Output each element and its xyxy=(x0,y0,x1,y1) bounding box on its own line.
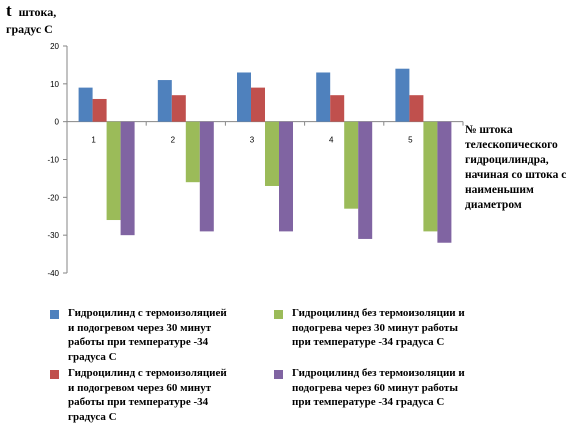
bar-series-3-cat-1 xyxy=(106,121,121,221)
bar-series-3-cat-2 xyxy=(185,121,200,183)
bar-series-4-cat-1 xyxy=(120,121,135,236)
legend-swatch-blue xyxy=(50,310,59,319)
legend-swatch-purple xyxy=(274,370,283,379)
bar-series-1-cat-5 xyxy=(395,68,410,122)
y-tick-label: -20 xyxy=(47,193,59,202)
bar-series-4-cat-4 xyxy=(358,121,373,239)
legend-swatch-red xyxy=(50,370,59,379)
y-tick-label: 0 xyxy=(55,118,60,127)
y-tick-label: -30 xyxy=(47,231,59,240)
x-axis-label: № штока телескопического гидроцилиндра, … xyxy=(465,124,567,211)
legend-swatch-green xyxy=(274,310,283,319)
y-tick-label: -40 xyxy=(47,269,59,278)
bar-series-4-cat-2 xyxy=(199,121,214,232)
x-axis-ticks: 1 2 3 4 5 xyxy=(91,121,464,145)
chart-canvas: t штока, градус С 20 10 0 -10 -20 -30 -40 1 2 3 4… xyxy=(6,1,464,278)
y-tick-label: -10 xyxy=(47,156,59,165)
legend-label-2: Гидроцилинд с термоизоляцией и подогрево… xyxy=(68,367,227,423)
bar-series-1-cat-3 xyxy=(237,72,251,122)
bar-series-2-cat-2 xyxy=(171,95,186,122)
legend-label-3: Гидроцилинд без термоизоляции и подогрев… xyxy=(292,307,465,348)
bar-series-2-cat-5 xyxy=(409,95,424,122)
bar-series-1-cat-4 xyxy=(316,72,331,122)
x-tick-label: 4 xyxy=(329,136,334,145)
bar-series-3-cat-5 xyxy=(423,121,438,232)
y-axis-label-unit: градус С xyxy=(6,22,53,36)
bar-series-1-cat-1 xyxy=(78,87,93,122)
bar-series-2-cat-1 xyxy=(92,98,107,122)
x-tick-label: 3 xyxy=(250,136,255,145)
bar-series-4-cat-3 xyxy=(279,121,293,232)
bars xyxy=(78,68,452,243)
x-tick-label: 1 xyxy=(91,136,96,145)
bar-series-1-cat-2 xyxy=(157,80,172,122)
legend-label-1: Гидроцилинд с термоизоляцией и подогрево… xyxy=(68,307,227,363)
bar-series-2-cat-3 xyxy=(251,87,265,122)
y-axis-label-sub: штока, xyxy=(19,5,57,19)
bar-series-2-cat-4 xyxy=(330,95,345,122)
svg-text:t штока,: t штока, xyxy=(6,1,56,20)
bar-series-4-cat-5 xyxy=(437,121,452,243)
y-tick-label: 10 xyxy=(50,80,59,89)
bar-series-3-cat-4 xyxy=(344,121,359,209)
y-axis-label-symbol: t xyxy=(6,1,12,20)
x-tick-label: 5 xyxy=(408,136,413,145)
legend-label-4: Гидроцилинд без термоизоляции и подогрев… xyxy=(292,367,465,408)
y-tick-label: 20 xyxy=(50,42,59,51)
bar-series-3-cat-3 xyxy=(265,121,279,186)
x-tick-label: 2 xyxy=(171,136,176,145)
